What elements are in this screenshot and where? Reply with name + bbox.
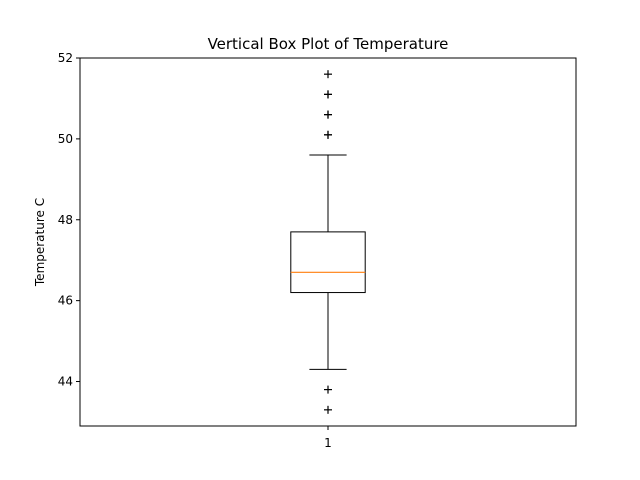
y-tick-label: 48: [58, 213, 73, 227]
y-tick-label: 50: [58, 132, 73, 146]
y-tick-label: 44: [58, 375, 73, 389]
y-axis-label: Temperature C: [33, 198, 47, 287]
y-tick-label: 52: [58, 51, 73, 65]
iqr-box: [290, 231, 366, 294]
chart-title: Vertical Box Plot of Temperature: [208, 35, 449, 53]
axes-frame: [79, 57, 577, 427]
x-tick-label: 1: [324, 436, 332, 450]
y-tick-label: 46: [58, 294, 73, 308]
plot-area: 44 46 48 50 52 1: [58, 51, 366, 450]
